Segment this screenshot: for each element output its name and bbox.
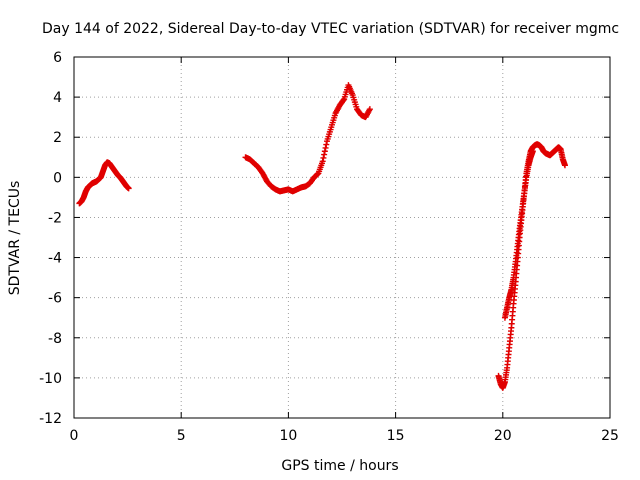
series-segment-3 [495,141,568,391]
data-point [322,144,329,151]
y-tick-label: -4 [48,251,62,267]
x-axis-label: GPS time / hours [281,458,398,474]
data-point [529,148,536,155]
axis-ticks [73,56,611,419]
chart-title: Day 144 of 2022, Sidereal Day-to-day VTE… [42,21,619,37]
x-tick-label: 20 [494,428,512,444]
plot-frame [73,56,611,419]
y-tick-label: -12 [39,411,62,427]
data-point [321,148,328,155]
data-point [320,154,327,161]
x-tick-labels: 0 5 10 15 20 25 [70,428,619,444]
data-point [561,162,568,169]
x-tick-label: 10 [279,428,297,444]
y-tick-label: 2 [53,130,62,146]
y-tick-label: 0 [53,170,62,186]
y-tick-label: -10 [39,371,62,387]
y-tick-label: -8 [48,331,62,347]
data-point [125,185,132,192]
grid-lines [74,57,610,418]
data-point [323,141,330,148]
y-tick-label: -6 [48,291,62,307]
x-tick-label: 15 [387,428,405,444]
x-tick-label: 25 [601,428,619,444]
data-point [319,158,326,165]
y-tick-labels: -12 -10 -8 -6 -4 -2 0 2 4 6 [39,50,62,427]
series-segment-4 [501,148,536,321]
data-point [321,151,328,158]
x-tick-label: 5 [177,428,186,444]
x-tick-label: 0 [70,428,79,444]
y-tick-label: -2 [48,210,62,226]
y-axis-label: SDTVAR / TECUs [7,181,23,296]
data-points [76,82,568,391]
data-point [340,97,347,104]
y-tick-label: 4 [53,90,62,106]
data-point [366,106,373,113]
y-tick-label: 6 [53,50,62,66]
series-segment-1 [76,159,132,207]
series-segment-2 [242,82,373,195]
